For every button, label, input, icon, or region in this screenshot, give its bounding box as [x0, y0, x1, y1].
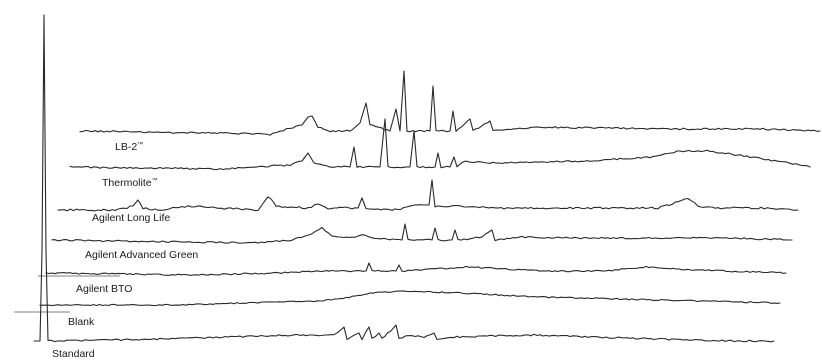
trace-agilent-long-life — [57, 179, 799, 212]
trace-standard — [33, 14, 775, 343]
axis-lines — [14, 275, 120, 313]
trace-lb-2 — [79, 70, 821, 136]
series-label-lb-2: LB-2™ — [115, 141, 143, 153]
series-label-agilent-bto: Agilent BTO — [76, 283, 132, 295]
series-label-agilent-long-life: Agilent Long Life — [92, 212, 170, 224]
series-label-standard: Standard — [52, 348, 95, 360]
series-label-blank: Blank — [68, 316, 95, 328]
trademark-mark: ™ — [137, 141, 143, 148]
series-label-agilent-advanced-green: Agilent Advanced Green — [85, 249, 198, 261]
trace-thermolite — [69, 118, 811, 171]
trace-agilent-bto — [45, 262, 787, 276]
trace-agilent-advanced-green — [51, 223, 793, 244]
trace-group — [33, 14, 821, 343]
trademark-mark: ™ — [152, 177, 158, 184]
trace-blank — [39, 290, 781, 307]
series-label-thermolite: Thermolite™ — [102, 177, 158, 189]
label-group: LB-2™ Thermolite™ Agilent Long Life Agilent… — [52, 141, 198, 360]
